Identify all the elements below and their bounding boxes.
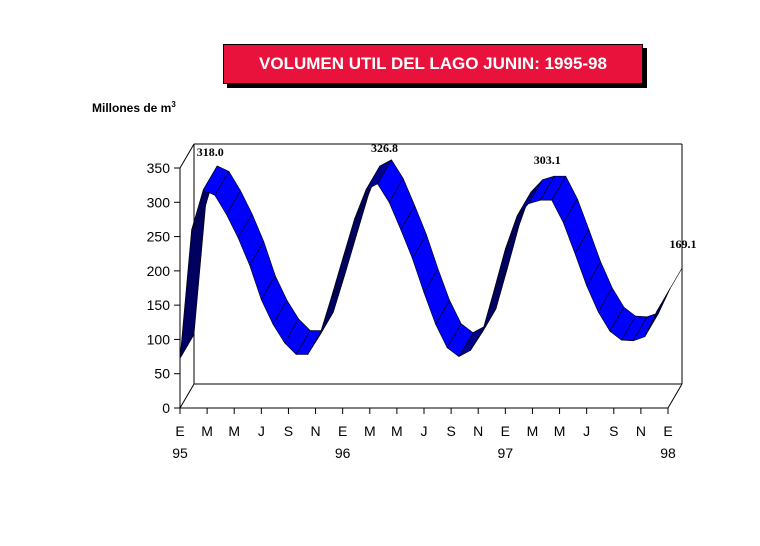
ribbon-segment bbox=[330, 234, 358, 299]
ribbon-segment bbox=[179, 205, 206, 359]
data-label: 326.8 bbox=[371, 141, 398, 155]
x-tick-label: E bbox=[338, 423, 347, 439]
top-left-edge bbox=[179, 143, 195, 169]
left-floor-edge bbox=[179, 383, 195, 409]
y-tick-label: 50 bbox=[154, 366, 170, 382]
x-tick-label: S bbox=[284, 423, 293, 439]
x-tick-label: M bbox=[527, 423, 539, 439]
y-tick-label: 0 bbox=[162, 400, 170, 416]
data-label: 169.1 bbox=[670, 237, 697, 251]
y-tick-label: 300 bbox=[147, 194, 171, 210]
x-tick-label: N bbox=[473, 423, 483, 439]
y-tick-label: 250 bbox=[147, 229, 171, 245]
x-tick-label: M bbox=[391, 423, 403, 439]
x-tick-label: J bbox=[258, 423, 265, 439]
ribbon-segment bbox=[481, 267, 509, 333]
x-year-label: 97 bbox=[498, 445, 514, 461]
ribbon-segment bbox=[644, 287, 671, 338]
data-labels: 318.0 326.8 303.1 169.1 bbox=[197, 141, 697, 251]
x-tick-label: S bbox=[609, 423, 618, 439]
y-tick-label: 350 bbox=[147, 160, 171, 176]
y-unit-label-text: Millones de m bbox=[92, 101, 172, 115]
x-tick-label: M bbox=[364, 423, 376, 439]
x-tick-label: S bbox=[446, 423, 455, 439]
x-tick-label: N bbox=[636, 423, 646, 439]
y-tick-label: 200 bbox=[147, 263, 171, 279]
y-tick-label: 150 bbox=[147, 297, 171, 313]
y-tick-label: 100 bbox=[147, 331, 171, 347]
chart-title-box: VOLUMEN UTIL DEL LAGO JUNIN: 1995-98 bbox=[223, 44, 643, 84]
x-axis: E M M J S N E M M J S N E M M J S N E95 96 97 98 bbox=[172, 408, 676, 461]
y-unit-label: Millones de m3 bbox=[92, 100, 176, 115]
ribbon-segment bbox=[342, 195, 369, 259]
x-tick-label: E bbox=[663, 423, 672, 439]
ribbon-segment bbox=[656, 267, 683, 313]
ribbon-segment bbox=[493, 224, 520, 292]
right-floor-edge bbox=[667, 383, 683, 409]
x-year-label: 95 bbox=[172, 445, 188, 461]
x-tick-label: E bbox=[501, 423, 510, 439]
y-unit-superscript: 3 bbox=[171, 100, 176, 109]
data-label: 303.1 bbox=[534, 153, 561, 167]
data-ribbon bbox=[179, 159, 683, 359]
ribbon-segment bbox=[319, 273, 346, 337]
x-tick-label: N bbox=[310, 423, 320, 439]
x-tick-label: M bbox=[554, 423, 566, 439]
y-axis: 0 50 100 150 200 250 300 350 bbox=[147, 160, 180, 416]
x-year-label: 96 bbox=[335, 445, 351, 461]
x-tick-label: J bbox=[583, 423, 590, 439]
x-tick-label: M bbox=[228, 423, 240, 439]
x-year-label: 98 bbox=[660, 445, 676, 461]
data-label: 318.0 bbox=[197, 145, 224, 159]
x-tick-label: J bbox=[421, 423, 428, 439]
x-tick-label: M bbox=[201, 423, 213, 439]
x-tick-label: E bbox=[175, 423, 184, 439]
chart-title: VOLUMEN UTIL DEL LAGO JUNIN: 1995-98 bbox=[259, 54, 607, 73]
